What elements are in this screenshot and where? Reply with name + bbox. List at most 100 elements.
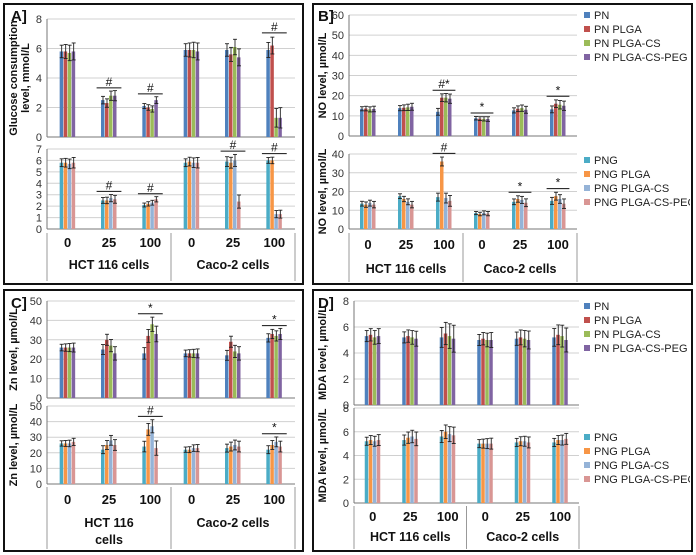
y-axis-label: NO level, µmol/L: [317, 32, 329, 118]
x-tick-label: 0: [364, 237, 371, 252]
bar-png-2: [142, 446, 146, 484]
y-tick-label: 30: [332, 168, 344, 180]
legend-swatch-png-plga-cs: [584, 462, 590, 468]
bar-pn-plga-0: [63, 51, 68, 138]
y-tick-label: 30: [30, 335, 42, 347]
bar-pn-plga-cs-4: [233, 351, 237, 398]
bar-pn-plga-1: [105, 339, 109, 398]
bar-pn-plga-cs-0: [67, 347, 72, 398]
y-axis-label: NO level, µmol/L: [317, 148, 329, 234]
bar-png-plga-cs-0: [368, 203, 372, 229]
bar-png-1: [101, 200, 105, 229]
significance-mark: *: [556, 83, 561, 97]
y-axis-label: Zn level, µmol/L: [8, 308, 20, 391]
x-tick-label: 25: [102, 235, 116, 250]
bar-pn-5: [550, 109, 554, 136]
bar-pn-plga-cs-peg-4: [524, 109, 528, 136]
bar-png-plga-4: [516, 199, 520, 229]
bar-png-plga-cs-3: [191, 162, 196, 229]
bar-png-plga-cs-3: [482, 212, 486, 229]
x-tick-label: 100: [139, 235, 161, 250]
bar-pn-plga-cs-0: [368, 109, 372, 136]
legend-entry-pn: PN: [594, 301, 609, 313]
bar-png-3: [183, 449, 188, 484]
bar-png-plga-2: [443, 431, 448, 503]
bar-png-5: [266, 160, 270, 229]
bar-png-2: [142, 205, 146, 229]
bar-pn-plga-0: [63, 347, 68, 398]
bar-png-plga-cs-1: [406, 201, 410, 229]
panel-c-chart: C] 0 10 20 30 40 50 Zn level, µmol/L * * 0 10 20 30 40…: [8, 295, 296, 549]
bar-png-0: [360, 203, 364, 229]
legend-entry-png-plga-cs: PNG PLGA-CS: [594, 183, 669, 195]
bar-pn-plga-cs-peg-2: [154, 100, 158, 137]
bar-png-plga-cs-peg-2: [154, 199, 158, 229]
bar-pn-plga-cs-peg-3: [486, 119, 490, 136]
bar-pn-plga-2: [440, 97, 444, 136]
y-tick-label: 0: [338, 131, 344, 143]
bar-png-0: [59, 162, 64, 229]
bar-pn-2: [142, 353, 146, 398]
bar-pn-plga-cs-peg-1: [113, 95, 117, 137]
bar-pn-plga-cs-peg-3: [195, 353, 200, 398]
bar-pn-plga-cs-peg-1: [414, 338, 418, 405]
bar-png-5: [552, 442, 556, 503]
bar-pn-plga-5: [556, 334, 560, 405]
bar-pn-plga-cs-peg-1: [410, 106, 414, 136]
y-tick-label: 30: [332, 71, 344, 83]
bar-pn-plga-cs-3: [191, 353, 196, 398]
y-axis-label-line: level, mmol/L: [20, 43, 32, 113]
x-tick-label: 25: [399, 237, 413, 252]
legend-entry-pn-plga-cs-peg: PN PLGA-CS-PEG: [594, 343, 688, 355]
x-tick-label: 100: [549, 509, 571, 524]
bar-png-plga-4: [229, 446, 233, 484]
y-tick-label: 10: [332, 205, 344, 217]
significance-mark: #: [147, 81, 154, 95]
y-tick-label: 20: [30, 448, 42, 460]
legend-swatch-png-plga-cs-peg: [584, 199, 590, 205]
bar-pn-plga-cs-peg-0: [71, 347, 76, 398]
group-label-caco-2-cells: Caco-2 cells: [484, 262, 557, 276]
bar-png-2: [436, 197, 440, 229]
y-tick-label: 0: [343, 400, 349, 412]
y-tick-label: 0: [36, 132, 42, 144]
bar-pn-plga-2: [146, 107, 150, 137]
bar-png-plga-cs-1: [410, 436, 414, 503]
y-axis-label-line: Glucose consumption: [8, 20, 20, 136]
bar-pn-plga-3: [481, 338, 485, 405]
y-axis-label: Zn level, µmol/L: [8, 403, 20, 486]
y-tick-label: 8: [343, 296, 349, 308]
bar-png-plga-cs-5: [560, 440, 564, 503]
y-tick-label: 6: [36, 44, 42, 56]
x-tick-label: 0: [64, 492, 71, 507]
y-tick-label: 40: [30, 417, 42, 429]
bar-png-plga-cs-peg-1: [113, 445, 117, 484]
y-tick-label: 5: [36, 167, 42, 179]
bar-pn-plga-cs-2: [150, 108, 154, 137]
y-tick-label: 50: [332, 30, 344, 42]
bar-png-3: [477, 443, 481, 503]
bar-pn-plga-cs-5: [558, 104, 562, 136]
y-tick-label: 4: [36, 73, 42, 85]
bar-pn-0: [59, 51, 64, 138]
bar-png-plga-cs-4: [520, 199, 524, 229]
x-tick-label: 100: [547, 237, 569, 252]
significance-mark: #*: [438, 77, 450, 91]
bar-png-plga-cs-4: [233, 160, 237, 229]
legend-entry-pn-plga: PN PLGA: [594, 24, 642, 36]
bar-png-plga-cs-2: [444, 198, 448, 229]
bar-png-plga-cs-peg-3: [195, 448, 200, 484]
panel-a-chart: A] 0 2 4 6 8 Glucose consumptionlevel, mmol/L #…: [8, 8, 296, 281]
y-tick-label: 4: [36, 178, 42, 190]
bar-png-plga-0: [364, 204, 368, 229]
bar-pn-plga-3: [187, 353, 192, 398]
bar-png-2: [439, 436, 444, 503]
bar-pn-plga-4: [518, 337, 523, 405]
bar-pn-2: [436, 111, 440, 136]
bar-png-plga-5: [556, 440, 560, 503]
y-tick-label: 10: [30, 463, 42, 475]
x-tick-label: 25: [516, 509, 530, 524]
y-tick-label: 8: [36, 14, 42, 26]
y-tick-label: 3: [36, 190, 42, 202]
bar-png-plga-cs-peg-4: [237, 446, 241, 484]
